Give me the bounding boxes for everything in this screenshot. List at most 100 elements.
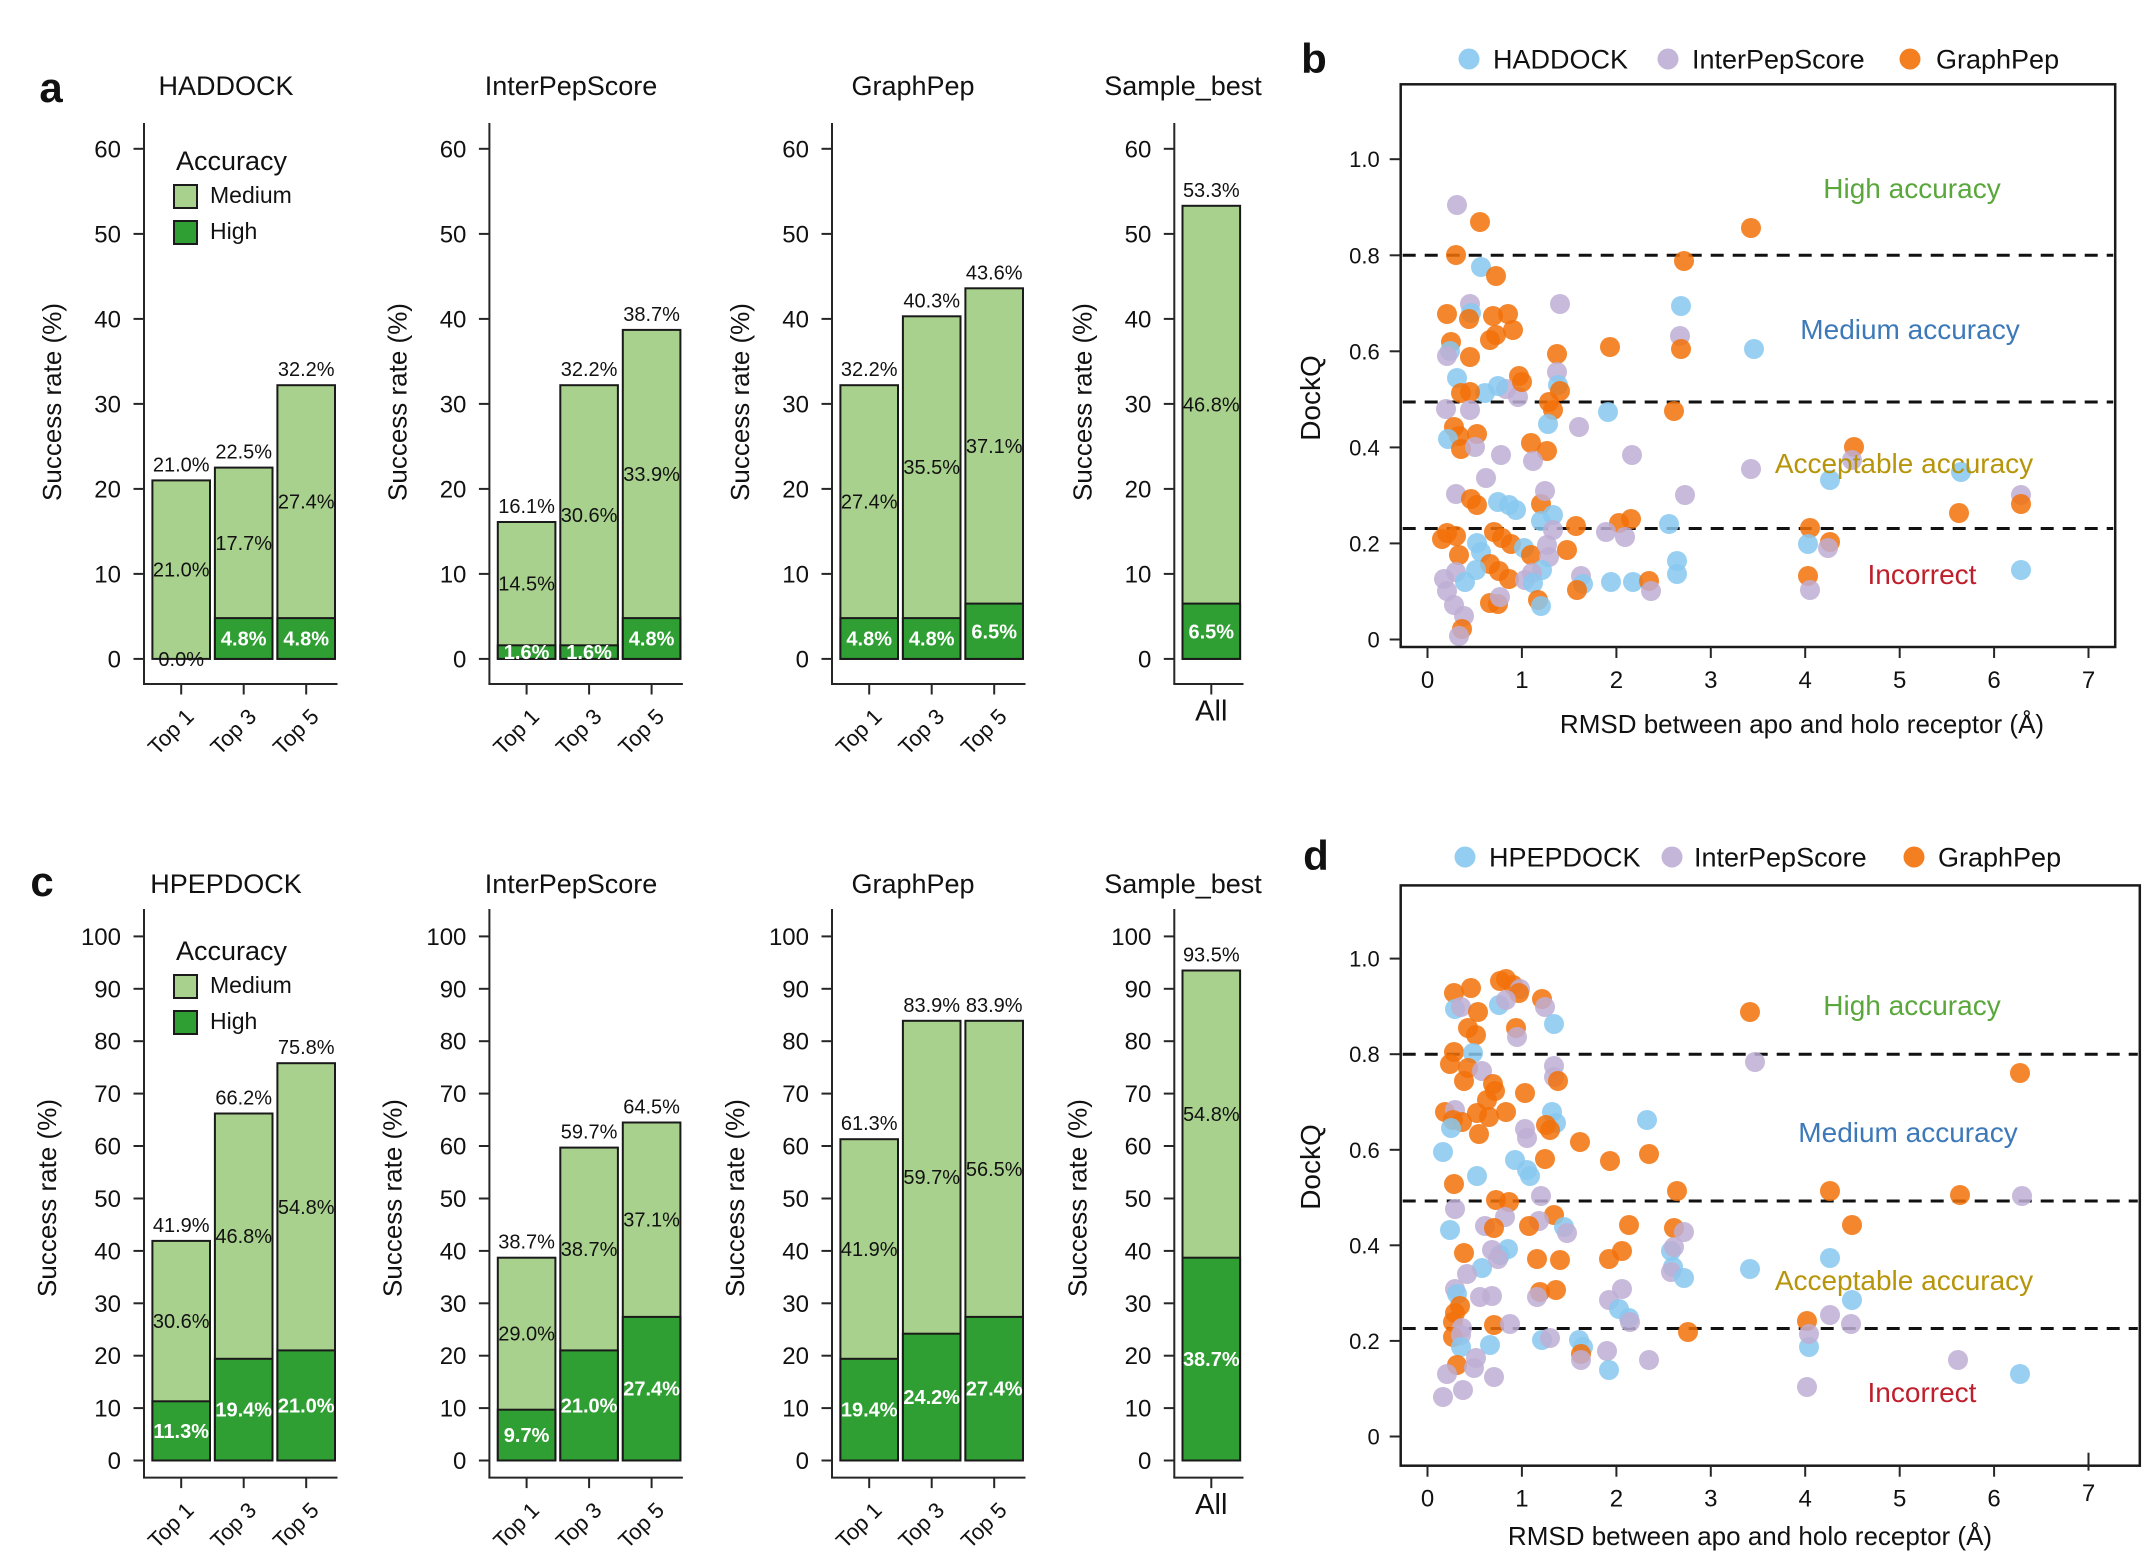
svg-text:100: 100 bbox=[1111, 924, 1151, 951]
svg-text:4.8%: 4.8% bbox=[629, 629, 675, 651]
svg-text:HADDOCK: HADDOCK bbox=[158, 71, 293, 101]
svg-text:High: High bbox=[210, 1008, 257, 1034]
svg-text:GraphPep: GraphPep bbox=[851, 869, 974, 899]
svg-text:46.8%: 46.8% bbox=[1183, 395, 1240, 417]
svg-text:0.6: 0.6 bbox=[1349, 339, 1380, 364]
svg-text:100: 100 bbox=[81, 924, 121, 951]
svg-text:1.6%: 1.6% bbox=[566, 642, 612, 664]
svg-text:0.8: 0.8 bbox=[1349, 1042, 1380, 1067]
svg-text:0: 0 bbox=[1367, 1425, 1379, 1450]
svg-text:40: 40 bbox=[440, 1238, 467, 1265]
svg-text:38.7%: 38.7% bbox=[1183, 1349, 1240, 1371]
svg-text:InterPepScore: InterPepScore bbox=[1694, 843, 1867, 873]
svg-text:80: 80 bbox=[94, 1029, 121, 1056]
svg-text:90: 90 bbox=[1125, 976, 1152, 1003]
svg-text:0: 0 bbox=[796, 646, 809, 673]
svg-text:Accuracy: Accuracy bbox=[176, 146, 288, 176]
svg-text:6: 6 bbox=[1987, 667, 2000, 694]
svg-text:32.2%: 32.2% bbox=[841, 359, 898, 381]
svg-text:14.5%: 14.5% bbox=[498, 574, 555, 596]
svg-text:4: 4 bbox=[1799, 667, 1812, 694]
svg-text:17.7%: 17.7% bbox=[215, 533, 272, 555]
svg-text:75.8%: 75.8% bbox=[278, 1037, 335, 1059]
svg-text:30.6%: 30.6% bbox=[153, 1311, 210, 1333]
svg-text:6.5%: 6.5% bbox=[971, 621, 1017, 643]
svg-text:27.4%: 27.4% bbox=[278, 492, 335, 514]
svg-text:20: 20 bbox=[1125, 1343, 1152, 1370]
svg-text:HPEPDOCK: HPEPDOCK bbox=[150, 869, 302, 899]
svg-text:GraphPep: GraphPep bbox=[851, 71, 974, 101]
svg-text:Acceptable accuracy: Acceptable accuracy bbox=[1775, 1265, 2033, 1296]
svg-text:10: 10 bbox=[782, 1396, 809, 1423]
svg-text:Sample_best: Sample_best bbox=[1104, 869, 1262, 899]
svg-text:30: 30 bbox=[782, 391, 809, 418]
svg-text:a: a bbox=[39, 64, 63, 111]
svg-text:1: 1 bbox=[1515, 667, 1528, 694]
svg-text:59.7%: 59.7% bbox=[561, 1122, 618, 1144]
svg-text:80: 80 bbox=[440, 1029, 467, 1056]
svg-text:RMSD between apo and holo rece: RMSD between apo and holo receptor (Å) bbox=[1560, 709, 2044, 739]
svg-text:40: 40 bbox=[1125, 1238, 1152, 1265]
svg-text:0.2: 0.2 bbox=[1349, 531, 1380, 556]
svg-text:60: 60 bbox=[782, 1134, 809, 1161]
svg-text:20: 20 bbox=[782, 1343, 809, 1370]
svg-text:InterPepScore: InterPepScore bbox=[1692, 45, 1865, 75]
svg-text:21.0%: 21.0% bbox=[153, 560, 210, 582]
svg-text:35.5%: 35.5% bbox=[903, 457, 960, 479]
svg-text:0.6: 0.6 bbox=[1349, 1138, 1380, 1163]
svg-text:3: 3 bbox=[1704, 667, 1717, 694]
svg-text:56.5%: 56.5% bbox=[966, 1159, 1023, 1181]
svg-text:21.0%: 21.0% bbox=[153, 454, 210, 476]
svg-text:24.2%: 24.2% bbox=[903, 1387, 960, 1409]
svg-text:50: 50 bbox=[94, 1186, 121, 1213]
svg-text:4.8%: 4.8% bbox=[846, 629, 892, 651]
svg-text:20: 20 bbox=[1125, 476, 1152, 503]
svg-text:0: 0 bbox=[1138, 646, 1151, 673]
svg-text:1: 1 bbox=[1515, 1486, 1528, 1513]
svg-text:33.9%: 33.9% bbox=[623, 464, 680, 486]
svg-text:0.8: 0.8 bbox=[1349, 243, 1380, 268]
svg-text:0: 0 bbox=[453, 646, 466, 673]
svg-text:Success rate (%): Success rate (%) bbox=[382, 303, 412, 501]
svg-text:20: 20 bbox=[94, 1343, 121, 1370]
svg-text:46.8%: 46.8% bbox=[215, 1226, 272, 1248]
svg-text:50: 50 bbox=[1125, 221, 1152, 248]
svg-text:66.2%: 66.2% bbox=[215, 1088, 272, 1110]
svg-text:Acceptable accuracy: Acceptable accuracy bbox=[1775, 448, 2033, 479]
svg-text:0: 0 bbox=[108, 646, 121, 673]
svg-text:Sample_best: Sample_best bbox=[1104, 71, 1262, 101]
svg-text:InterPepScore: InterPepScore bbox=[485, 71, 658, 101]
svg-text:0: 0 bbox=[453, 1448, 466, 1475]
svg-text:InterPepScore: InterPepScore bbox=[485, 869, 658, 899]
svg-text:2: 2 bbox=[1610, 667, 1623, 694]
svg-text:4.8%: 4.8% bbox=[283, 629, 329, 651]
svg-text:0: 0 bbox=[1421, 1486, 1434, 1513]
svg-text:High accuracy: High accuracy bbox=[1823, 173, 2000, 204]
svg-text:43.6%: 43.6% bbox=[966, 262, 1023, 284]
svg-text:70: 70 bbox=[94, 1081, 121, 1108]
svg-text:27.4%: 27.4% bbox=[623, 1379, 680, 1401]
svg-text:c: c bbox=[30, 858, 53, 905]
svg-text:50: 50 bbox=[782, 221, 809, 248]
svg-text:20: 20 bbox=[440, 1343, 467, 1370]
svg-text:Success rate (%): Success rate (%) bbox=[32, 1099, 62, 1297]
svg-text:40: 40 bbox=[94, 306, 121, 333]
svg-text:40: 40 bbox=[1125, 306, 1152, 333]
svg-text:40: 40 bbox=[440, 306, 467, 333]
svg-text:80: 80 bbox=[782, 1029, 809, 1056]
svg-text:30: 30 bbox=[94, 1291, 121, 1318]
svg-text:90: 90 bbox=[782, 976, 809, 1003]
svg-text:59.7%: 59.7% bbox=[903, 1167, 960, 1189]
svg-text:10: 10 bbox=[94, 1396, 121, 1423]
svg-text:7: 7 bbox=[2082, 1480, 2095, 1507]
svg-text:32.2%: 32.2% bbox=[278, 359, 335, 381]
svg-text:DockQ: DockQ bbox=[1295, 1124, 1326, 1210]
svg-text:5: 5 bbox=[1893, 1486, 1906, 1513]
svg-text:37.1%: 37.1% bbox=[623, 1210, 680, 1232]
svg-text:0.2: 0.2 bbox=[1349, 1329, 1380, 1354]
svg-text:70: 70 bbox=[440, 1081, 467, 1108]
svg-text:6: 6 bbox=[1987, 1486, 2000, 1513]
svg-text:32.2%: 32.2% bbox=[561, 359, 618, 381]
svg-text:50: 50 bbox=[440, 1186, 467, 1213]
svg-text:90: 90 bbox=[440, 976, 467, 1003]
